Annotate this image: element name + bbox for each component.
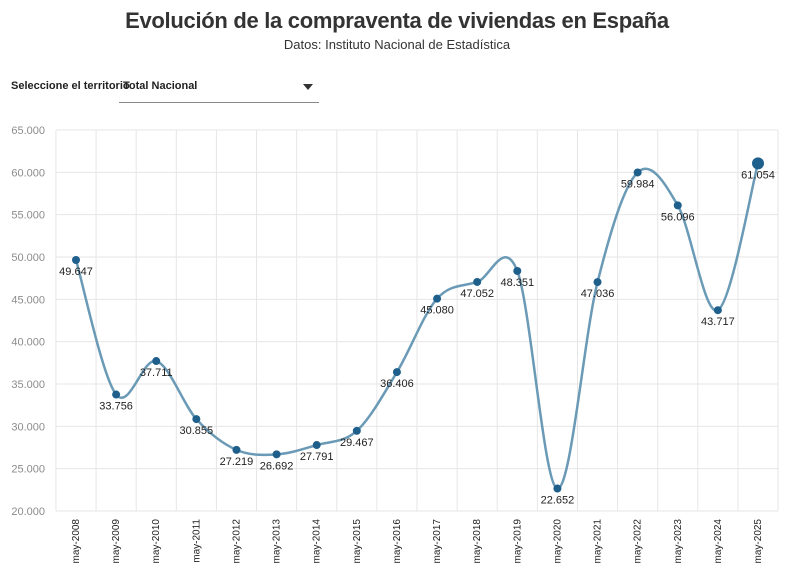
x-tick-label: may-2012 — [231, 519, 242, 564]
x-tick-label: may-2009 — [111, 519, 122, 564]
x-tick-label: may-2008 — [71, 519, 82, 564]
chart-title: Evolución de la compraventa de viviendas… — [125, 8, 669, 33]
x-tick-label: may-2024 — [713, 519, 724, 564]
data-point — [673, 201, 682, 210]
data-point — [352, 426, 361, 435]
y-tick-label: 55.000 — [11, 210, 45, 222]
x-axis: may-2008 may-2009 may-2010 may-2011 may-2012… — [71, 519, 764, 564]
data-label: 47.036 — [581, 288, 615, 300]
data-point — [312, 441, 321, 450]
data-point — [713, 306, 722, 315]
x-tick-label: may-2022 — [633, 519, 644, 564]
data-label: 27.791 — [300, 451, 334, 463]
data-label: 47.052 — [460, 288, 494, 300]
x-tick-label: may-2023 — [673, 519, 684, 564]
data-labels-layer: 49.647 33.756 37.711 30.855 27.219 26.692 27.7… — [59, 169, 775, 506]
y-axis: 20.000 25.000 30.000 35.000 40.000 45.000 50.0… — [11, 125, 45, 518]
y-tick-label: 45.000 — [11, 294, 45, 306]
data-point — [112, 390, 121, 399]
data-label: 43.717 — [701, 316, 735, 328]
data-point — [232, 445, 241, 454]
series-line-layer — [74, 163, 760, 490]
territory-select-value: Total Nacional — [123, 80, 198, 92]
data-label: 26.692 — [260, 460, 294, 472]
x-tick-label: may-2019 — [512, 519, 523, 564]
data-point — [473, 277, 482, 286]
y-tick-label: 25.000 — [11, 464, 45, 476]
y-tick-label: 60.000 — [11, 167, 45, 179]
data-point — [272, 450, 281, 459]
y-tick-label: 40.000 — [11, 337, 45, 349]
data-point — [553, 484, 562, 493]
data-label: 48.351 — [500, 277, 534, 289]
data-point — [513, 266, 522, 275]
data-label: 30.855 — [180, 425, 214, 437]
series-line — [74, 163, 760, 490]
y-tick-label: 20.000 — [11, 506, 45, 518]
data-label: 45.080 — [420, 305, 454, 317]
data-point — [72, 255, 80, 264]
data-point — [433, 294, 442, 303]
data-label: 29.467 — [340, 437, 374, 449]
x-tick-label: may-2018 — [472, 519, 483, 564]
data-label: 56.096 — [661, 211, 695, 223]
x-tick-label: may-2010 — [151, 519, 162, 564]
x-tick-label: may-2011 — [191, 519, 202, 563]
chart-subtitle: Datos: Instituto Nacional de Estadística — [283, 37, 511, 52]
data-point — [152, 357, 161, 366]
x-tick-label: may-2014 — [312, 519, 323, 564]
x-tick-label: may-2017 — [432, 519, 443, 564]
x-tick-label: may-2013 — [272, 519, 283, 564]
territory-filter-label: Seleccione el territorio — [11, 80, 130, 92]
data-label: 61.054 — [741, 169, 775, 181]
data-label: 22.652 — [541, 495, 575, 507]
grid-layer — [55, 129, 779, 512]
data-label: 59.984 — [621, 178, 655, 190]
x-tick-label: may-2025 — [753, 519, 764, 564]
territory-select[interactable]: Total Nacional — [119, 74, 319, 103]
data-point — [192, 415, 201, 424]
y-tick-label: 35.000 — [11, 379, 45, 391]
x-tick-label: may-2020 — [552, 519, 563, 564]
x-tick-label: may-2016 — [392, 519, 403, 564]
data-point — [392, 368, 401, 377]
data-label: 27.219 — [220, 456, 254, 468]
y-tick-label: 50.000 — [11, 252, 45, 264]
y-tick-label: 65.000 — [11, 125, 45, 137]
data-points-layer — [72, 157, 764, 493]
x-tick-label: may-2015 — [352, 519, 363, 564]
chevron-down-icon[interactable] — [303, 84, 313, 90]
data-label: 49.647 — [59, 266, 93, 278]
data-label: 36.406 — [380, 378, 414, 390]
y-tick-label: 30.000 — [11, 421, 45, 433]
x-tick-label: may-2021 — [593, 519, 604, 564]
data-label: 33.756 — [99, 401, 133, 413]
data-point — [633, 168, 642, 177]
data-label: 37.711 — [140, 367, 173, 379]
data-point — [752, 157, 764, 170]
data-point — [593, 278, 602, 287]
